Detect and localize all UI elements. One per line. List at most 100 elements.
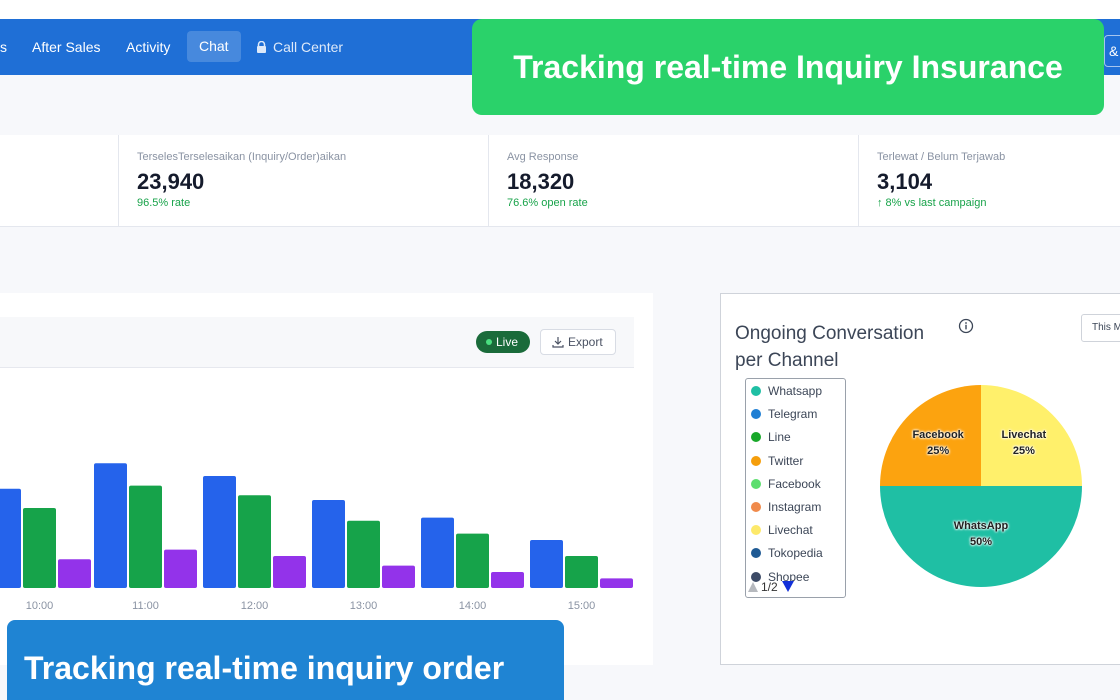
legend-item[interactable]: Line	[751, 429, 791, 445]
insurance-tracking-banner: Tracking real-time Inquiry Insurance	[472, 19, 1104, 115]
legend-swatch-icon	[751, 502, 761, 512]
legend-swatch-icon	[751, 548, 761, 559]
legend-label: Whatsapp	[768, 384, 823, 398]
stat-value: 3,104	[877, 169, 933, 194]
activity-bar-chart: 10:00 11:00 12:00 13:00 14:00 15:00	[0, 463, 633, 612]
legend-label: Line	[768, 430, 791, 445]
legend-swatch-icon	[751, 478, 761, 489]
legend-label: Instagram	[768, 500, 822, 514]
pie-slice-value: 50%	[969, 536, 993, 549]
bar	[565, 556, 598, 588]
pie-card-title: Ongoing Conversation per Channel	[735, 323, 925, 371]
bar	[347, 520, 380, 588]
pie-slice-label: WhatsApp 50%	[941, 518, 1021, 550]
pie-slice[interactable]	[880, 385, 981, 486]
bar	[0, 488, 21, 588]
stat-label: TerselesTerselesaikan (Inquiry/Order)aik…	[137, 151, 347, 163]
pager-up-icon[interactable]	[748, 582, 758, 592]
bar	[600, 578, 633, 588]
stat-sub: ↑ 8% vs last campaign	[877, 197, 987, 209]
bar	[456, 533, 489, 588]
pie-slice-label: Livechat 25%	[984, 427, 1064, 459]
top-strip	[0, 0, 1120, 19]
stat-value: 18,320	[507, 169, 575, 194]
stat-value: 23,940	[137, 169, 205, 194]
pie-slice-label: Facebook 25%	[898, 427, 978, 459]
pie-slice[interactable]	[880, 486, 1082, 587]
activity-chart-card: Live Export 10:00 11:00 12:00 13:00 14:00 15:…	[0, 293, 653, 665]
bar	[312, 500, 345, 588]
lock-icon	[257, 41, 266, 53]
bar	[382, 565, 415, 588]
stat-sub: 96.5% rate	[137, 197, 191, 209]
legend-item[interactable]: Facebook	[751, 476, 821, 492]
legend-item[interactable]: Livechat	[751, 522, 813, 538]
x-tick-label: 10:00	[26, 600, 54, 612]
export-button[interactable]: Export	[540, 329, 616, 355]
legend-swatch-icon	[751, 455, 761, 466]
legend-swatch-icon	[751, 386, 761, 396]
legend-item[interactable]: Twitter	[751, 453, 803, 469]
bar	[203, 476, 236, 588]
pie-legend: Whatsapp Telegram Line Twitter Facebook Insta…	[745, 378, 846, 598]
stat-sub: 76.6% open rate	[507, 197, 588, 209]
stat-card-avg-response: Avg Response 18,320 76.6% open rate	[488, 135, 858, 227]
order-tracking-banner: Tracking real-time inquiry order	[7, 620, 564, 700]
legend-label: Livechat	[768, 523, 813, 538]
x-tick-label: 11:00	[132, 600, 159, 612]
pager-down-icon[interactable]	[781, 581, 794, 592]
bar	[129, 485, 162, 588]
legend-item[interactable]: Whatsapp	[751, 383, 822, 399]
pie-slice-name: Facebook	[912, 429, 964, 442]
x-tick-label: 14:00	[459, 600, 487, 612]
channel-pie-chart	[880, 385, 1082, 587]
bar	[530, 540, 563, 588]
live-badge: Live	[476, 331, 530, 353]
live-dot-icon	[486, 339, 492, 345]
legend-swatch-icon	[751, 432, 761, 443]
legend-label: Telegram	[768, 407, 818, 422]
pie-slice-value: 25%	[927, 445, 950, 458]
nav-item-after-sales[interactable]: After Sales	[32, 39, 101, 55]
legend-swatch-icon	[751, 571, 761, 582]
bar	[491, 572, 524, 588]
period-select[interactable]: This Month	[1081, 314, 1120, 342]
bar	[58, 559, 91, 588]
legend-swatch-icon	[751, 409, 761, 420]
nav-right-button[interactable]: &	[1104, 35, 1120, 67]
pie-slice[interactable]	[981, 385, 1082, 486]
legend-label: Shopee	[768, 569, 810, 584]
pie-slice-name: WhatsApp	[953, 520, 1009, 533]
legend-item[interactable]: Telegram	[751, 406, 817, 422]
stat-label: Avg Response	[507, 151, 579, 163]
bar	[164, 549, 197, 588]
stat-card-missed: Terlewat / Belum Terjawab 3,104 ↑ 8% vs …	[858, 135, 1120, 227]
x-tick-label: 15:00	[568, 600, 596, 612]
pie-slice-value: 25%	[1012, 445, 1035, 458]
info-icon[interactable]	[958, 318, 974, 334]
bar	[23, 508, 56, 588]
bar	[421, 517, 454, 588]
legend-pager: 1/2	[748, 579, 794, 595]
download-icon	[552, 337, 564, 348]
bar	[94, 463, 127, 588]
pager-text: 1/2	[761, 580, 778, 594]
x-tick-label: 13:00	[350, 600, 378, 612]
legend-label: Facebook	[768, 476, 821, 491]
nav-item-chat[interactable]: Chat	[187, 31, 241, 62]
nav-item-call-center[interactable]: Call Center	[256, 19, 343, 75]
nav-item-activity[interactable]: Activity	[126, 39, 171, 55]
legend-swatch-icon	[751, 525, 761, 536]
legend-item[interactable]: Instagram	[751, 499, 821, 515]
bar	[238, 495, 271, 588]
legend-label: Twitter	[768, 453, 804, 468]
legend-item[interactable]: Shopee	[751, 569, 809, 585]
stats-row: TerselesTerselesaikan (Inquiry/Order)aik…	[0, 135, 1120, 227]
x-tick-label: 12:00	[241, 600, 269, 612]
bar	[273, 556, 306, 588]
live-label: Live	[496, 335, 519, 349]
legend-item[interactable]: Tokopedia	[751, 545, 823, 561]
nav-item-partial[interactable]: s	[0, 39, 7, 55]
nav-item-call-center-label: Call Center	[273, 39, 344, 55]
